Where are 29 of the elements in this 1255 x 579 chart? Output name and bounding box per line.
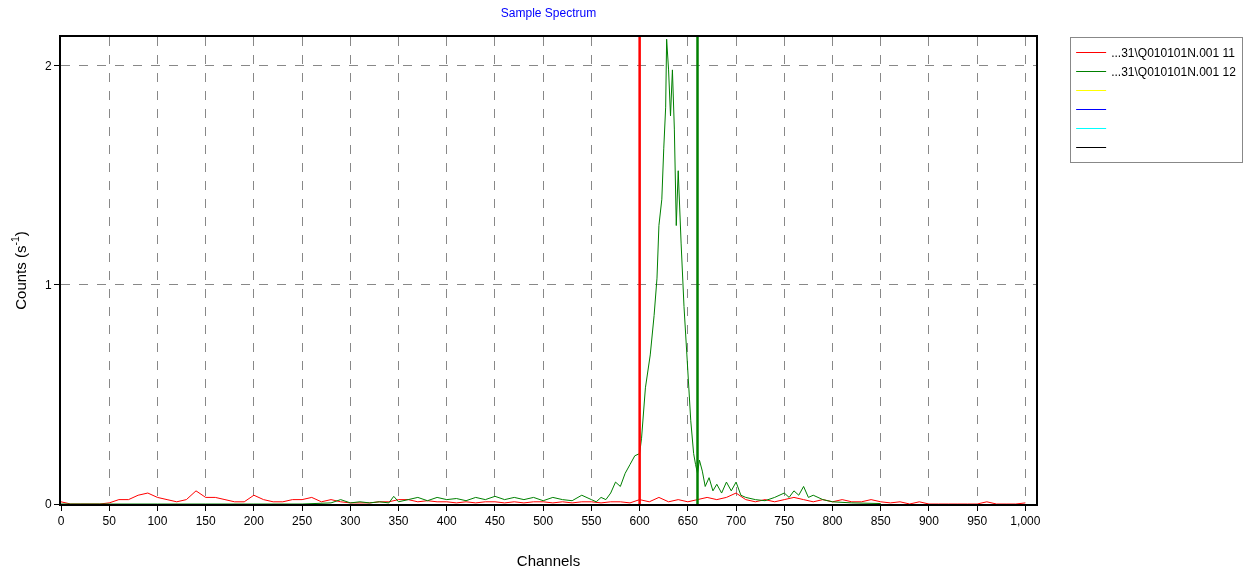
legend-label: ...31\Q010101N.001 12 (1111, 65, 1237, 80)
x-tick-label: 200 (243, 514, 265, 529)
x-tick-label: 500 (533, 514, 554, 529)
x-tick-label: 750 (774, 514, 795, 529)
x-tick-label: 250 (292, 514, 313, 529)
x-tick-label: 450 (484, 514, 506, 529)
x-tick-label: 100 (147, 514, 168, 529)
x-tick-label: 400 (436, 514, 458, 529)
x-tick-label: 900 (918, 514, 940, 529)
line-series (61, 38, 882, 504)
x-tick-label: 350 (388, 514, 409, 529)
legend-label: ...31\Q010101N.001 11 (1111, 46, 1236, 61)
x-tick-label: 950 (967, 514, 988, 529)
chart-title: Sample Spectrum (500, 6, 597, 21)
x-tick-label: 150 (195, 514, 216, 529)
x-tick-label: 600 (629, 514, 650, 529)
x-tick-label: 300 (340, 514, 361, 529)
x-tick-label: 700 (726, 514, 747, 529)
x-tick-label: 0 (57, 514, 65, 529)
y-tick-label: 0 (44, 497, 52, 512)
x-tick-label: 550 (581, 514, 602, 529)
x-tick-label: 50 (102, 514, 117, 529)
x-tick-label: 850 (870, 514, 892, 529)
x-tick-label: 800 (822, 514, 843, 529)
y-tick-label: 1 (44, 277, 52, 292)
x-tick-label: 650 (677, 514, 699, 529)
y-tick-label: 2 (44, 58, 52, 73)
x-axis-title: Channels (516, 551, 581, 569)
x-tick-label: 1,000 (1010, 514, 1041, 529)
